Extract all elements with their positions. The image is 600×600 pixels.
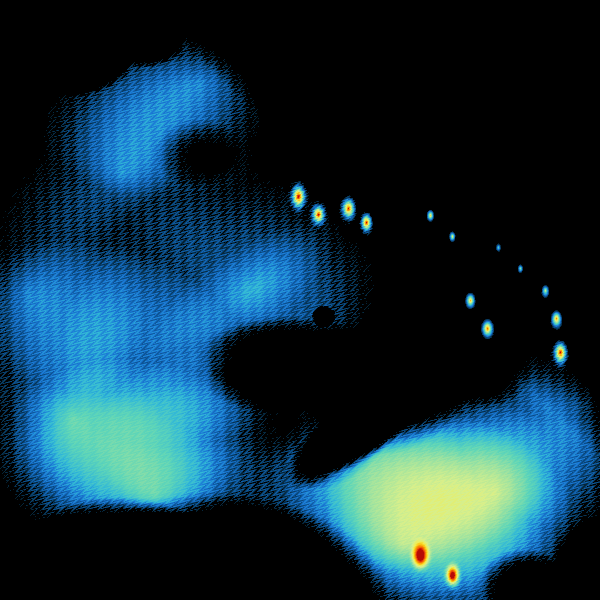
radar-image-viewport	[0, 0, 600, 600]
radar-reflectivity-canvas	[0, 0, 600, 600]
